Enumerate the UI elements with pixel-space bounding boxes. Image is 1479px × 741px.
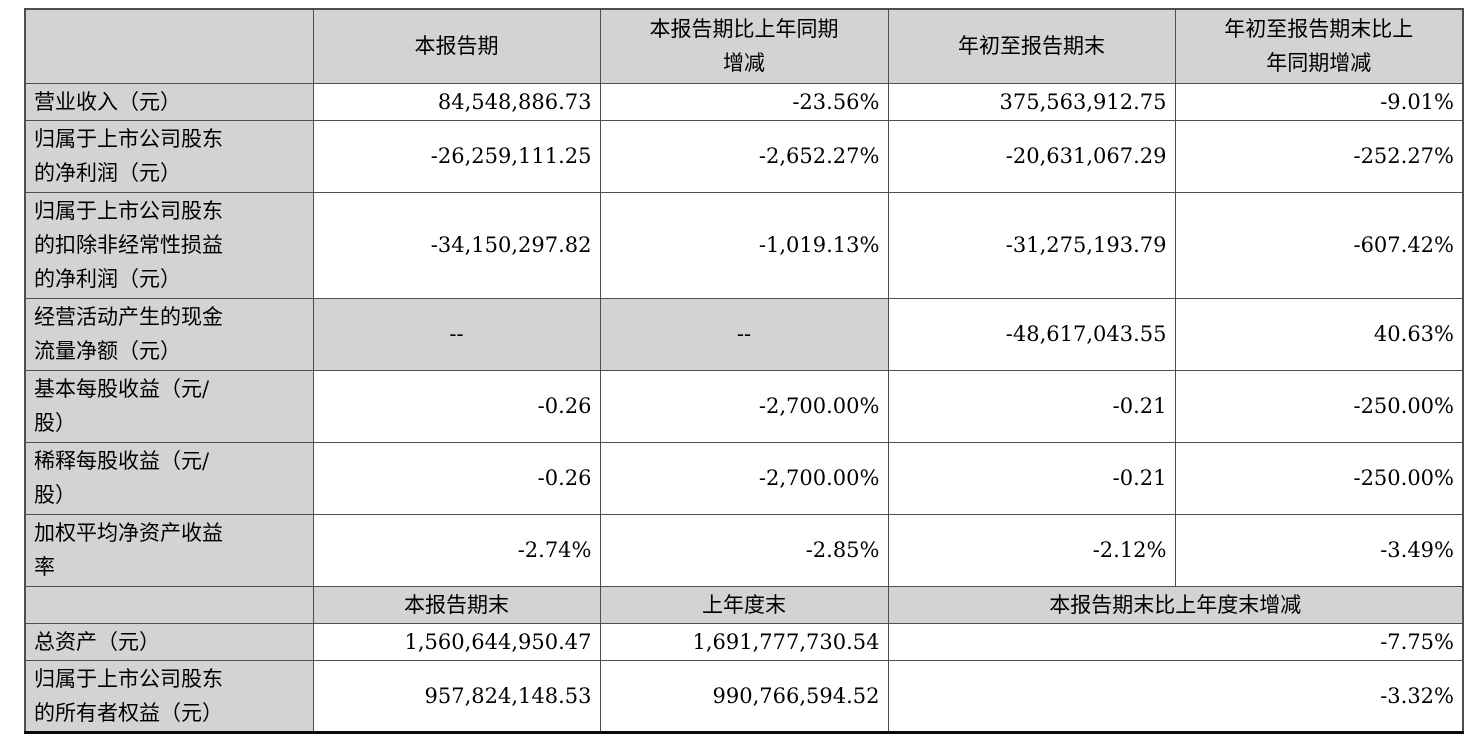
- cell-net-profit-ytd: -20,631,067.29: [887, 119, 1176, 193]
- cell-net-profit-excl-yoy: -1,019.13%: [599, 191, 889, 299]
- cell-net-profit-excl-current: -34,150,297.82: [312, 191, 601, 299]
- cell-net-profit-excl-ytd-yoy: -607.42%: [1174, 191, 1464, 299]
- row-label-total-assets: 总资产（元）: [24, 622, 314, 661]
- cell-cash-flow-yoy-placeholder: --: [599, 297, 889, 371]
- table-row-net-profit-excl-nonrecurring: 归属于上市公司股东 的扣除非经常性损益 的净利润（元） -34,150,297.…: [24, 191, 1464, 299]
- cell-cash-flow-ytd-yoy: 40.63%: [1174, 297, 1464, 371]
- cell-basic-eps-current: -0.26: [312, 369, 601, 443]
- cell-diluted-eps-ytd: -0.21: [887, 441, 1176, 515]
- cell-owners-equity-period-end: 957,824,148.53: [312, 659, 601, 733]
- table-row-net-profit: 归属于上市公司股东 的净利润（元） -26,259,111.25 -2,652.…: [24, 119, 1464, 193]
- table-row-revenue: 营业收入（元） 84,548,886.73 -23.56% 375,563,91…: [24, 82, 1464, 121]
- cell-net-profit-current: -26,259,111.25: [312, 119, 601, 193]
- cell-revenue-ytd: 375,563,912.75: [887, 82, 1176, 121]
- cell-diluted-eps-current: -0.26: [312, 441, 601, 515]
- header-cell-ytd: 年初至报告期末: [887, 8, 1176, 84]
- cell-revenue-ytd-yoy: -9.01%: [1174, 82, 1464, 121]
- cell-cash-flow-ytd: -48,617,043.55: [887, 297, 1176, 371]
- row-label-net-profit-excl: 归属于上市公司股东 的扣除非经常性损益 的净利润（元）: [24, 191, 314, 299]
- table-row-basic-eps: 基本每股收益（元/ 股） -0.26 -2,700.00% -0.21 -250…: [24, 369, 1464, 443]
- cell-total-assets-period-end: 1,560,644,950.47: [312, 622, 601, 661]
- quarterly-financials-table: 本报告期 本报告期比上年同期 增减 年初至报告期末 年初至报告期末比上 年同期增…: [24, 8, 1464, 734]
- cell-basic-eps-ytd-yoy: -250.00%: [1174, 369, 1464, 443]
- table-row-owners-equity: 归属于上市公司股东 的所有者权益（元） 957,824,148.53 990,7…: [24, 659, 1464, 733]
- cell-roe-ytd-yoy: -3.49%: [1174, 513, 1464, 587]
- row-label-net-profit: 归属于上市公司股东 的净利润（元）: [24, 119, 314, 193]
- cell-cash-flow-current-placeholder: --: [312, 297, 601, 371]
- cell-net-profit-ytd-yoy: -252.27%: [1174, 119, 1464, 193]
- cell-basic-eps-ytd: -0.21: [887, 369, 1176, 443]
- row-label-operating-cash-flow: 经营活动产生的现金 流量净额（元）: [24, 297, 314, 371]
- table-subheader-row: 本报告期末 上年度末 本报告期末比上年度末增减: [24, 585, 1464, 624]
- cell-owners-equity-change: -3.32%: [887, 659, 1464, 733]
- header-cell-period-yoy-change: 本报告期比上年同期 增减: [599, 8, 889, 84]
- row-label-revenue: 营业收入（元）: [24, 82, 314, 121]
- row-label-basic-eps: 基本每股收益（元/ 股）: [24, 369, 314, 443]
- row-label-diluted-eps: 稀释每股收益（元/ 股）: [24, 441, 314, 515]
- cell-roe-ytd: -2.12%: [887, 513, 1176, 587]
- subheader-cell-prior-year-end: 上年度末: [599, 585, 889, 624]
- cell-basic-eps-yoy: -2,700.00%: [599, 369, 889, 443]
- table-row-operating-cash-flow: 经营活动产生的现金 流量净额（元） -- -- -48,617,043.55 4…: [24, 297, 1464, 371]
- cell-net-profit-yoy: -2,652.27%: [599, 119, 889, 193]
- header-cell-current-period: 本报告期: [312, 8, 601, 84]
- table-row-weighted-avg-roe: 加权平均净资产收益 率 -2.74% -2.85% -2.12% -3.49%: [24, 513, 1464, 587]
- cell-revenue-current: 84,548,886.73: [312, 82, 601, 121]
- header-cell-ytd-yoy-change: 年初至报告期末比上 年同期增减: [1174, 8, 1464, 84]
- table-header-row: 本报告期 本报告期比上年同期 增减 年初至报告期末 年初至报告期末比上 年同期增…: [24, 8, 1464, 84]
- header-cell-blank: [24, 8, 314, 84]
- table-row-diluted-eps: 稀释每股收益（元/ 股） -0.26 -2,700.00% -0.21 -250…: [24, 441, 1464, 515]
- cell-revenue-yoy: -23.56%: [599, 82, 889, 121]
- cell-net-profit-excl-ytd: -31,275,193.79: [887, 191, 1176, 299]
- row-label-owners-equity: 归属于上市公司股东 的所有者权益（元）: [24, 659, 314, 733]
- cell-total-assets-prior-year: 1,691,777,730.54: [599, 622, 889, 661]
- row-label-weighted-avg-roe: 加权平均净资产收益 率: [24, 513, 314, 587]
- cell-roe-yoy: -2.85%: [599, 513, 889, 587]
- subheader-cell-period-end: 本报告期末: [312, 585, 601, 624]
- subheader-cell-blank: [24, 585, 314, 624]
- cell-total-assets-change: -7.75%: [887, 622, 1464, 661]
- cell-diluted-eps-yoy: -2,700.00%: [599, 441, 889, 515]
- cell-owners-equity-prior-year: 990,766,594.52: [599, 659, 889, 733]
- subheader-cell-change-vs-prior-year-end: 本报告期末比上年度末增减: [887, 585, 1464, 624]
- cell-roe-current: -2.74%: [312, 513, 601, 587]
- cell-diluted-eps-ytd-yoy: -250.00%: [1174, 441, 1464, 515]
- table-row-total-assets: 总资产（元） 1,560,644,950.47 1,691,777,730.54…: [24, 622, 1464, 661]
